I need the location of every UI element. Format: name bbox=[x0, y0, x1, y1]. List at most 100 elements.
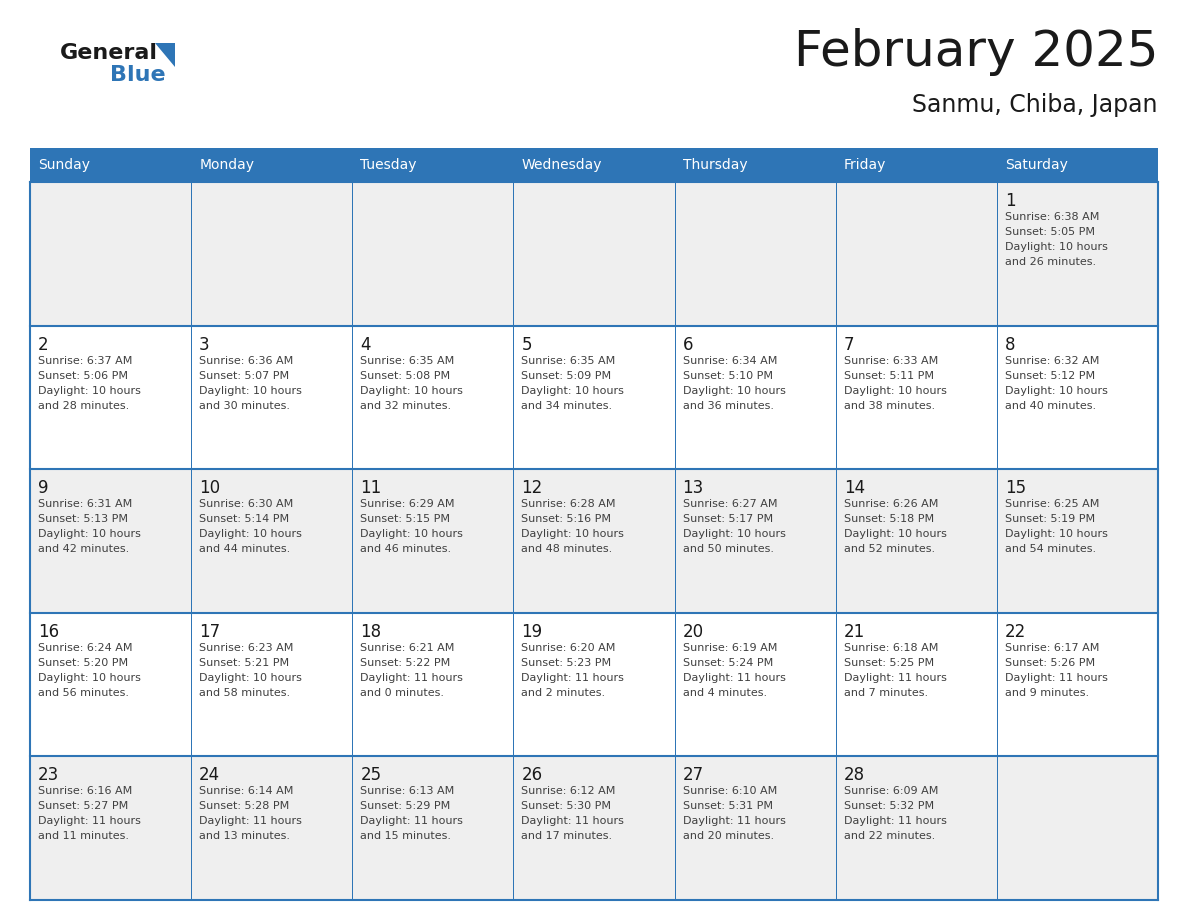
Text: Friday: Friday bbox=[843, 158, 886, 172]
Text: Sunset: 5:19 PM: Sunset: 5:19 PM bbox=[1005, 514, 1095, 524]
Text: Daylight: 11 hours: Daylight: 11 hours bbox=[1005, 673, 1107, 683]
Text: 8: 8 bbox=[1005, 336, 1016, 353]
Text: Daylight: 10 hours: Daylight: 10 hours bbox=[683, 529, 785, 539]
Text: Sunset: 5:05 PM: Sunset: 5:05 PM bbox=[1005, 227, 1095, 237]
Text: Wednesday: Wednesday bbox=[522, 158, 602, 172]
Text: Sunset: 5:28 PM: Sunset: 5:28 PM bbox=[200, 801, 290, 812]
Text: and 0 minutes.: and 0 minutes. bbox=[360, 688, 444, 698]
Text: Daylight: 11 hours: Daylight: 11 hours bbox=[843, 816, 947, 826]
Text: Sunset: 5:21 PM: Sunset: 5:21 PM bbox=[200, 658, 289, 667]
Bar bbox=[30, 613, 1158, 756]
Text: and 46 minutes.: and 46 minutes. bbox=[360, 544, 451, 554]
Text: and 20 minutes.: and 20 minutes. bbox=[683, 832, 773, 842]
Text: and 44 minutes.: and 44 minutes. bbox=[200, 544, 290, 554]
Text: Daylight: 10 hours: Daylight: 10 hours bbox=[200, 529, 302, 539]
Text: Daylight: 11 hours: Daylight: 11 hours bbox=[360, 816, 463, 826]
Text: Sunrise: 6:12 AM: Sunrise: 6:12 AM bbox=[522, 787, 615, 797]
Text: Sunset: 5:31 PM: Sunset: 5:31 PM bbox=[683, 801, 772, 812]
Text: Daylight: 10 hours: Daylight: 10 hours bbox=[683, 386, 785, 396]
Text: 25: 25 bbox=[360, 767, 381, 784]
Text: Sanmu, Chiba, Japan: Sanmu, Chiba, Japan bbox=[912, 93, 1158, 117]
Text: Sunrise: 6:36 AM: Sunrise: 6:36 AM bbox=[200, 355, 293, 365]
Text: and 40 minutes.: and 40 minutes. bbox=[1005, 400, 1097, 410]
Text: and 34 minutes.: and 34 minutes. bbox=[522, 400, 613, 410]
Text: Sunrise: 6:17 AM: Sunrise: 6:17 AM bbox=[1005, 643, 1099, 653]
Text: Daylight: 10 hours: Daylight: 10 hours bbox=[522, 529, 625, 539]
Text: 24: 24 bbox=[200, 767, 220, 784]
Text: Daylight: 11 hours: Daylight: 11 hours bbox=[683, 816, 785, 826]
Bar bbox=[30, 469, 1158, 613]
Text: Sunset: 5:18 PM: Sunset: 5:18 PM bbox=[843, 514, 934, 524]
Text: Blue: Blue bbox=[110, 65, 165, 85]
Text: Sunrise: 6:33 AM: Sunrise: 6:33 AM bbox=[843, 355, 939, 365]
Text: Sunrise: 6:29 AM: Sunrise: 6:29 AM bbox=[360, 499, 455, 509]
Text: and 42 minutes.: and 42 minutes. bbox=[38, 544, 129, 554]
Text: 13: 13 bbox=[683, 479, 703, 498]
Text: 12: 12 bbox=[522, 479, 543, 498]
Text: and 13 minutes.: and 13 minutes. bbox=[200, 832, 290, 842]
Text: Sunset: 5:30 PM: Sunset: 5:30 PM bbox=[522, 801, 612, 812]
Text: 3: 3 bbox=[200, 336, 210, 353]
Text: Monday: Monday bbox=[200, 158, 254, 172]
Text: 14: 14 bbox=[843, 479, 865, 498]
Text: Sunrise: 6:24 AM: Sunrise: 6:24 AM bbox=[38, 643, 133, 653]
Text: and 26 minutes.: and 26 minutes. bbox=[1005, 257, 1097, 267]
Text: 1: 1 bbox=[1005, 192, 1016, 210]
Text: Sunset: 5:23 PM: Sunset: 5:23 PM bbox=[522, 658, 612, 667]
Text: Daylight: 11 hours: Daylight: 11 hours bbox=[843, 673, 947, 683]
Text: Sunset: 5:06 PM: Sunset: 5:06 PM bbox=[38, 371, 128, 381]
Text: Daylight: 11 hours: Daylight: 11 hours bbox=[38, 816, 141, 826]
Text: Daylight: 11 hours: Daylight: 11 hours bbox=[200, 816, 302, 826]
Text: Daylight: 10 hours: Daylight: 10 hours bbox=[360, 386, 463, 396]
Text: Sunday: Sunday bbox=[38, 158, 90, 172]
Text: 7: 7 bbox=[843, 336, 854, 353]
Text: General: General bbox=[61, 43, 158, 63]
Text: Sunrise: 6:13 AM: Sunrise: 6:13 AM bbox=[360, 787, 455, 797]
Text: 19: 19 bbox=[522, 622, 543, 641]
Text: Sunset: 5:25 PM: Sunset: 5:25 PM bbox=[843, 658, 934, 667]
Bar bbox=[30, 148, 1158, 182]
Text: and 15 minutes.: and 15 minutes. bbox=[360, 832, 451, 842]
Polygon shape bbox=[154, 43, 175, 67]
Text: Sunset: 5:12 PM: Sunset: 5:12 PM bbox=[1005, 371, 1095, 381]
Text: Daylight: 10 hours: Daylight: 10 hours bbox=[1005, 529, 1107, 539]
Text: Sunset: 5:07 PM: Sunset: 5:07 PM bbox=[200, 371, 289, 381]
Text: Sunrise: 6:37 AM: Sunrise: 6:37 AM bbox=[38, 355, 132, 365]
Text: 10: 10 bbox=[200, 479, 220, 498]
Text: Sunset: 5:15 PM: Sunset: 5:15 PM bbox=[360, 514, 450, 524]
Text: Sunrise: 6:23 AM: Sunrise: 6:23 AM bbox=[200, 643, 293, 653]
Text: Sunset: 5:14 PM: Sunset: 5:14 PM bbox=[200, 514, 289, 524]
Text: 26: 26 bbox=[522, 767, 543, 784]
Text: Daylight: 10 hours: Daylight: 10 hours bbox=[1005, 242, 1107, 252]
Text: and 32 minutes.: and 32 minutes. bbox=[360, 400, 451, 410]
Text: Sunrise: 6:31 AM: Sunrise: 6:31 AM bbox=[38, 499, 132, 509]
Text: Sunrise: 6:09 AM: Sunrise: 6:09 AM bbox=[843, 787, 939, 797]
Text: Sunset: 5:20 PM: Sunset: 5:20 PM bbox=[38, 658, 128, 667]
Text: Sunrise: 6:35 AM: Sunrise: 6:35 AM bbox=[360, 355, 455, 365]
Text: and 54 minutes.: and 54 minutes. bbox=[1005, 544, 1097, 554]
Text: Sunrise: 6:27 AM: Sunrise: 6:27 AM bbox=[683, 499, 777, 509]
Text: Daylight: 10 hours: Daylight: 10 hours bbox=[38, 673, 141, 683]
Text: Sunset: 5:17 PM: Sunset: 5:17 PM bbox=[683, 514, 772, 524]
Text: Sunset: 5:08 PM: Sunset: 5:08 PM bbox=[360, 371, 450, 381]
Text: Sunset: 5:13 PM: Sunset: 5:13 PM bbox=[38, 514, 128, 524]
Text: Sunrise: 6:20 AM: Sunrise: 6:20 AM bbox=[522, 643, 615, 653]
Text: and 4 minutes.: and 4 minutes. bbox=[683, 688, 766, 698]
Text: 2: 2 bbox=[38, 336, 49, 353]
Text: and 28 minutes.: and 28 minutes. bbox=[38, 400, 129, 410]
Text: 4: 4 bbox=[360, 336, 371, 353]
Text: Sunrise: 6:28 AM: Sunrise: 6:28 AM bbox=[522, 499, 615, 509]
Text: Sunset: 5:10 PM: Sunset: 5:10 PM bbox=[683, 371, 772, 381]
Text: Sunset: 5:26 PM: Sunset: 5:26 PM bbox=[1005, 658, 1095, 667]
Text: 11: 11 bbox=[360, 479, 381, 498]
Text: Daylight: 10 hours: Daylight: 10 hours bbox=[1005, 386, 1107, 396]
Text: and 50 minutes.: and 50 minutes. bbox=[683, 544, 773, 554]
Text: Daylight: 10 hours: Daylight: 10 hours bbox=[200, 673, 302, 683]
Text: Daylight: 11 hours: Daylight: 11 hours bbox=[522, 816, 625, 826]
Text: Daylight: 11 hours: Daylight: 11 hours bbox=[522, 673, 625, 683]
Text: Sunset: 5:09 PM: Sunset: 5:09 PM bbox=[522, 371, 612, 381]
Text: and 52 minutes.: and 52 minutes. bbox=[843, 544, 935, 554]
Text: 27: 27 bbox=[683, 767, 703, 784]
Text: Sunset: 5:29 PM: Sunset: 5:29 PM bbox=[360, 801, 450, 812]
Text: 20: 20 bbox=[683, 622, 703, 641]
